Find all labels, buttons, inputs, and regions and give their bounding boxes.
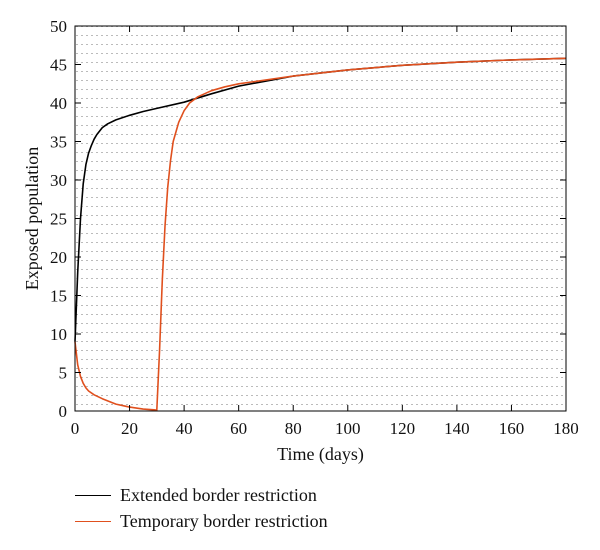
axis-ticks: 0 20 40 60 80 100 120 140 160 180 0 5 10 15 20 25 30 35 40…: [50, 17, 579, 438]
x-tick-label: 120: [390, 419, 416, 438]
legend-label-temporary: Temporary border restriction: [120, 510, 328, 531]
y-tick-label: 40: [50, 94, 67, 113]
x-tick-label: 40: [176, 419, 193, 438]
y-tick-label: 25: [50, 210, 67, 229]
series-lines: [74, 57, 567, 412]
legend-swatch-temporary: [75, 520, 111, 522]
y-tick-label: 30: [50, 171, 67, 190]
x-tick-label: 0: [71, 419, 80, 438]
legend-label-extended: Extended border restriction: [120, 484, 317, 505]
legend: Extended border restriction Temporary bo…: [75, 482, 328, 534]
y-tick-label: 5: [59, 364, 68, 383]
legend-item-temporary: Temporary border restriction: [75, 508, 328, 534]
y-tick-label: 35: [50, 133, 67, 152]
y-tick-label: 50: [50, 17, 67, 36]
plot-frame: [74, 25, 567, 412]
y-tick-label: 10: [50, 325, 67, 344]
x-tick-label: 100: [335, 419, 361, 438]
y-tick-label: 0: [59, 402, 68, 421]
series-line-temporary: [74, 57, 567, 412]
dotted-grid: [76, 26, 563, 411]
y-axis-label: Exposed population: [22, 147, 42, 290]
y-tick-label: 15: [50, 287, 67, 306]
series-line-extended: [74, 57, 567, 342]
legend-swatch-extended: [75, 494, 111, 496]
legend-item-extended: Extended border restriction: [75, 482, 328, 508]
x-tick-label: 160: [499, 419, 525, 438]
line-chart: 0 20 40 60 80 100 120 140 160 180 0 5 10 15 20 25 30 35 40…: [22, 17, 579, 465]
x-tick-label: 140: [444, 419, 470, 438]
x-tick-label: 80: [285, 419, 302, 438]
y-tick-label: 45: [50, 56, 67, 75]
y-tick-label: 20: [50, 248, 67, 267]
x-tick-label: 20: [121, 419, 138, 438]
x-tick-label: 60: [230, 419, 247, 438]
x-tick-label: 180: [553, 419, 579, 438]
x-axis-label: Time (days): [277, 444, 364, 465]
